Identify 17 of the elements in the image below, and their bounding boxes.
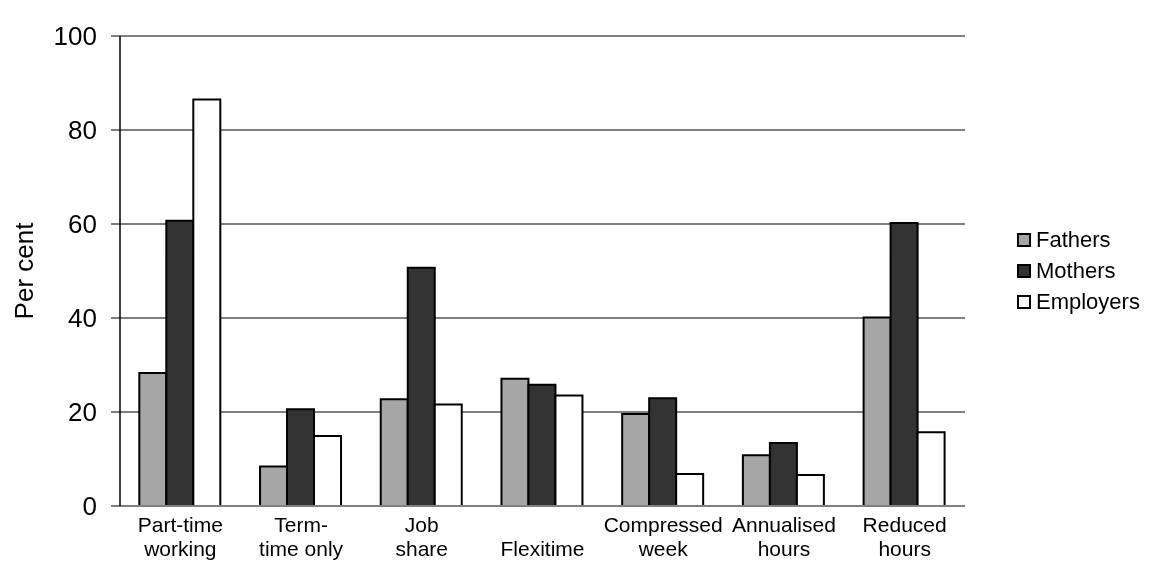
y-axis-title: Per cent xyxy=(9,221,40,320)
legend-label: Employers xyxy=(1036,288,1140,314)
y-tick-label: 100 xyxy=(53,21,97,52)
x-tick-label: Compressed week xyxy=(603,513,723,560)
y-tick-label: 0 xyxy=(82,491,97,522)
x-tick-label: Part-time working xyxy=(137,513,223,560)
y-tick-label: 20 xyxy=(68,397,97,428)
y-tick-label: 40 xyxy=(68,303,97,334)
x-tick-label: Annualised hours xyxy=(731,513,836,560)
x-tick-label: Term-time only xyxy=(259,513,344,560)
x-tick-label: Job share xyxy=(395,513,449,560)
legend-label: Fathers xyxy=(1036,226,1111,252)
x-tick-label: Flexitime xyxy=(500,537,585,560)
legend-label: Mothers xyxy=(1036,257,1116,283)
x-tick-label: Reduced hours xyxy=(862,513,947,560)
y-tick-label: 60 xyxy=(68,209,97,240)
y-tick-label: 80 xyxy=(68,115,97,146)
